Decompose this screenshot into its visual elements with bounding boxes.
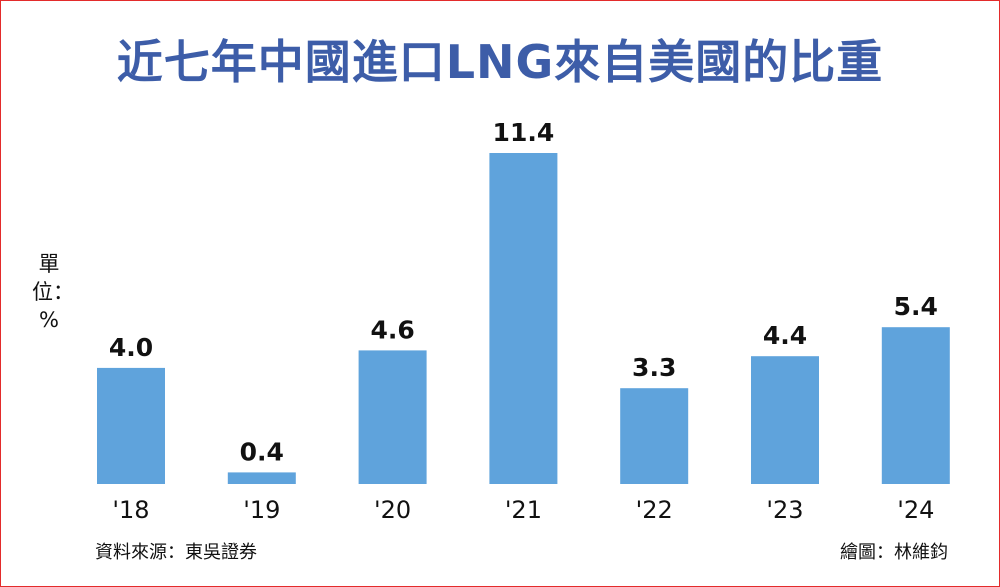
- source-note: 資料來源：東吳證券: [95, 542, 257, 563]
- bar-0: [97, 367, 165, 484]
- x-tick-label-5: '23: [766, 496, 803, 524]
- x-tick-label-4: '22: [636, 496, 673, 524]
- x-tick-label-2: '20: [374, 496, 411, 524]
- data-label-3: 11.4: [493, 118, 555, 147]
- x-tick-label-0: '18: [112, 496, 149, 524]
- data-label-0: 4.0: [109, 333, 153, 362]
- x-tick-label-6: '24: [897, 496, 934, 524]
- data-label-4: 3.3: [632, 353, 676, 382]
- x-tick-label-1: '19: [243, 496, 280, 524]
- graphic-credit: 繪圖：林維鈞: [840, 542, 948, 563]
- bar-6: [881, 327, 950, 484]
- data-label-6: 5.4: [894, 292, 938, 321]
- bar-2: [358, 350, 427, 484]
- chart-title: 近七年中國進口LNG來自美國的比重: [116, 35, 884, 89]
- bar-4: [620, 388, 689, 484]
- bar-1: [227, 472, 296, 484]
- x-tick-label-3: '21: [505, 496, 542, 524]
- data-label-2: 4.6: [370, 315, 414, 344]
- bar-3: [489, 153, 558, 484]
- data-label-1: 0.4: [240, 437, 284, 466]
- bar-5: [751, 356, 819, 484]
- data-label-5: 4.4: [763, 321, 807, 350]
